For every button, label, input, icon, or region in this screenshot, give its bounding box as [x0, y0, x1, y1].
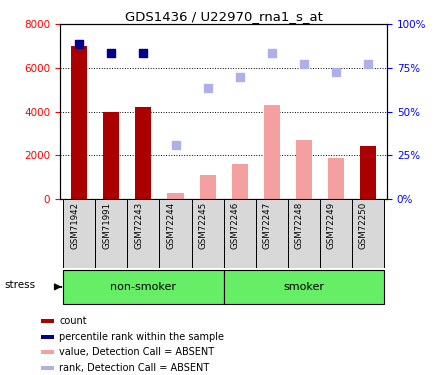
Bar — [232, 164, 248, 199]
Text: GSM71942: GSM71942 — [70, 202, 79, 249]
Point — [108, 50, 115, 56]
Point — [76, 41, 83, 47]
Bar — [63, 270, 224, 304]
Point — [204, 85, 211, 91]
Bar — [328, 158, 344, 199]
Text: count: count — [59, 316, 87, 326]
Text: rank, Detection Call = ABSENT: rank, Detection Call = ABSENT — [59, 363, 210, 374]
Text: smoker: smoker — [283, 282, 324, 292]
Bar — [127, 199, 159, 268]
Text: GSM72246: GSM72246 — [231, 202, 240, 249]
Bar — [135, 107, 151, 199]
Bar — [191, 199, 224, 268]
Point — [332, 69, 340, 75]
Bar — [352, 199, 384, 268]
Bar — [41, 335, 54, 339]
Point — [140, 50, 147, 56]
Bar — [167, 193, 183, 199]
Point — [364, 61, 372, 67]
Point — [268, 50, 275, 56]
Text: percentile rank within the sample: percentile rank within the sample — [59, 332, 224, 342]
Bar — [199, 175, 215, 199]
Bar — [95, 199, 127, 268]
Bar — [288, 199, 320, 268]
Bar — [296, 140, 312, 199]
Bar — [264, 105, 280, 199]
Bar — [103, 112, 119, 199]
Text: GSM72243: GSM72243 — [134, 202, 143, 249]
Text: value, Detection Call = ABSENT: value, Detection Call = ABSENT — [59, 347, 214, 357]
Text: GSM72245: GSM72245 — [198, 202, 207, 249]
Bar — [320, 199, 352, 268]
Bar — [41, 350, 54, 354]
Bar — [63, 199, 95, 268]
Text: non-smoker: non-smoker — [110, 282, 177, 292]
Point — [236, 74, 243, 80]
Text: GSM71991: GSM71991 — [102, 202, 111, 249]
Point — [300, 61, 307, 67]
Text: GSM72244: GSM72244 — [166, 202, 175, 249]
Bar — [41, 319, 54, 323]
Bar — [360, 147, 376, 199]
Text: GSM72248: GSM72248 — [295, 202, 304, 249]
Bar — [41, 366, 54, 370]
Text: stress: stress — [4, 280, 36, 290]
Bar — [224, 270, 384, 304]
Text: GSM72249: GSM72249 — [327, 202, 336, 249]
Bar — [224, 199, 256, 268]
Bar — [159, 199, 191, 268]
Bar — [256, 199, 288, 268]
Text: GSM72247: GSM72247 — [263, 202, 272, 249]
Text: GSM72250: GSM72250 — [359, 202, 368, 249]
Point — [172, 142, 179, 148]
Title: GDS1436 / U22970_rna1_s_at: GDS1436 / U22970_rna1_s_at — [125, 10, 323, 23]
Bar — [71, 46, 87, 199]
